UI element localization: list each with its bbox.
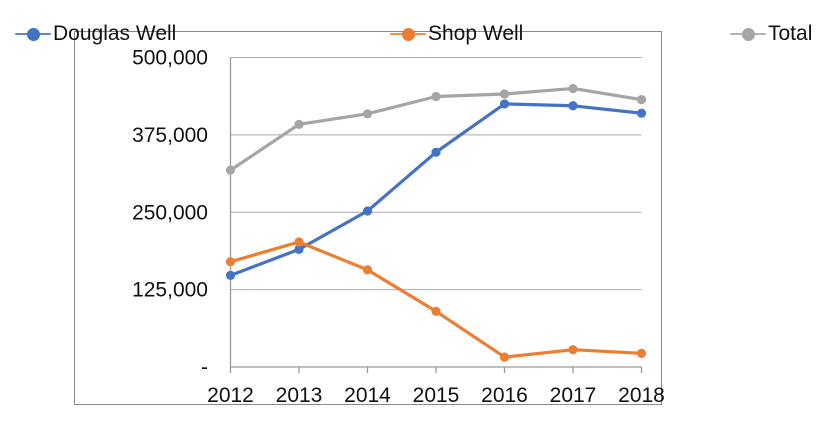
data-point-douglas-well-2015 [431, 147, 441, 157]
x-axis-tick-label: 2013 [276, 384, 323, 407]
legend-label-total: Total [768, 22, 813, 45]
x-axis-tick-label: 2018 [618, 384, 665, 407]
x-axis-tick-label: 2015 [413, 384, 460, 407]
data-point-total-2012 [225, 165, 236, 175]
data-point-total-2013 [294, 119, 304, 129]
data-point-shop-well-2012 [225, 257, 236, 267]
data-point-shop-well-2016 [499, 352, 510, 362]
data-point-douglas-well-2016 [499, 99, 510, 109]
data-point-douglas-well-2013 [294, 244, 304, 254]
legend-item-shop-well: Shop Well [390, 21, 523, 47]
y-axis-tick-label: 125,000 [132, 279, 208, 302]
legend-marker-douglas-well-icon [15, 26, 51, 42]
legend-marker-shop-well-icon [390, 26, 426, 42]
data-point-douglas-well-2018 [636, 108, 647, 118]
legend-dot-swatch [401, 27, 415, 41]
data-point-total-2015 [431, 91, 441, 102]
y-axis-tick-label: 500,000 [132, 47, 208, 70]
legend-label-shop-well: Shop Well [428, 22, 524, 45]
legend-marker-total-icon [730, 26, 766, 42]
chart-outer-border [74, 31, 662, 405]
data-point-total-2016 [499, 89, 510, 99]
legend-dot-swatch [741, 27, 755, 41]
data-point-shop-well-2014 [362, 265, 373, 275]
data-point-shop-well-2017 [568, 345, 578, 355]
data-point-douglas-well-2012 [225, 270, 236, 280]
x-axis-tick-label: 2012 [207, 384, 254, 407]
legend-item-douglas-well: Douglas Well [15, 21, 176, 47]
legend-label-douglas-well: Douglas Well [53, 22, 177, 45]
data-point-shop-well-2013 [294, 237, 304, 247]
legend-dot-swatch [26, 27, 40, 41]
data-point-shop-well-2018 [636, 348, 647, 358]
y-axis-tick-label: - [201, 356, 208, 379]
legend-item-total: Total [730, 21, 812, 47]
data-point-total-2018 [636, 94, 647, 105]
data-point-total-2014 [362, 109, 373, 119]
y-axis-tick-label: 375,000 [132, 124, 208, 147]
series-line-shop-well [228, 240, 644, 359]
data-point-total-2017 [568, 83, 578, 94]
data-point-douglas-well-2017 [568, 101, 578, 111]
y-axis-tick-label: 250,000 [132, 201, 208, 224]
x-axis-tick-label: 2017 [550, 384, 597, 407]
x-axis-tick-label: 2016 [481, 384, 528, 407]
data-point-douglas-well-2014 [362, 206, 373, 216]
data-point-shop-well-2015 [431, 306, 441, 316]
x-axis-tick-label: 2014 [344, 384, 391, 407]
